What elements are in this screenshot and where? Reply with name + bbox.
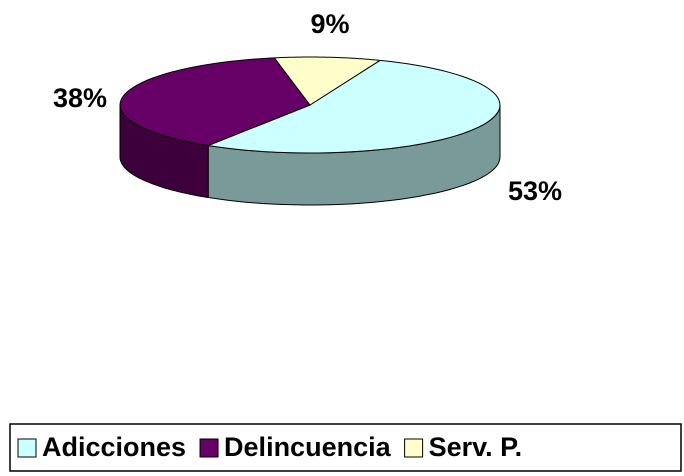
legend-swatch [17, 438, 37, 458]
legend-label: Adicciones [42, 432, 186, 462]
legend-swatch [199, 438, 219, 458]
pie-slice [119, 57, 311, 147]
legend-label: Serv. P. [429, 432, 523, 462]
data-label: 38% [53, 83, 107, 113]
pie-slice [206, 59, 501, 154]
pie-slice [273, 56, 382, 106]
legend-label: Delincuencia [224, 432, 392, 462]
data-label: 9% [310, 9, 349, 39]
data-label: 53% [508, 176, 562, 206]
legend-box [9, 423, 682, 472]
legend-swatch [404, 438, 424, 458]
